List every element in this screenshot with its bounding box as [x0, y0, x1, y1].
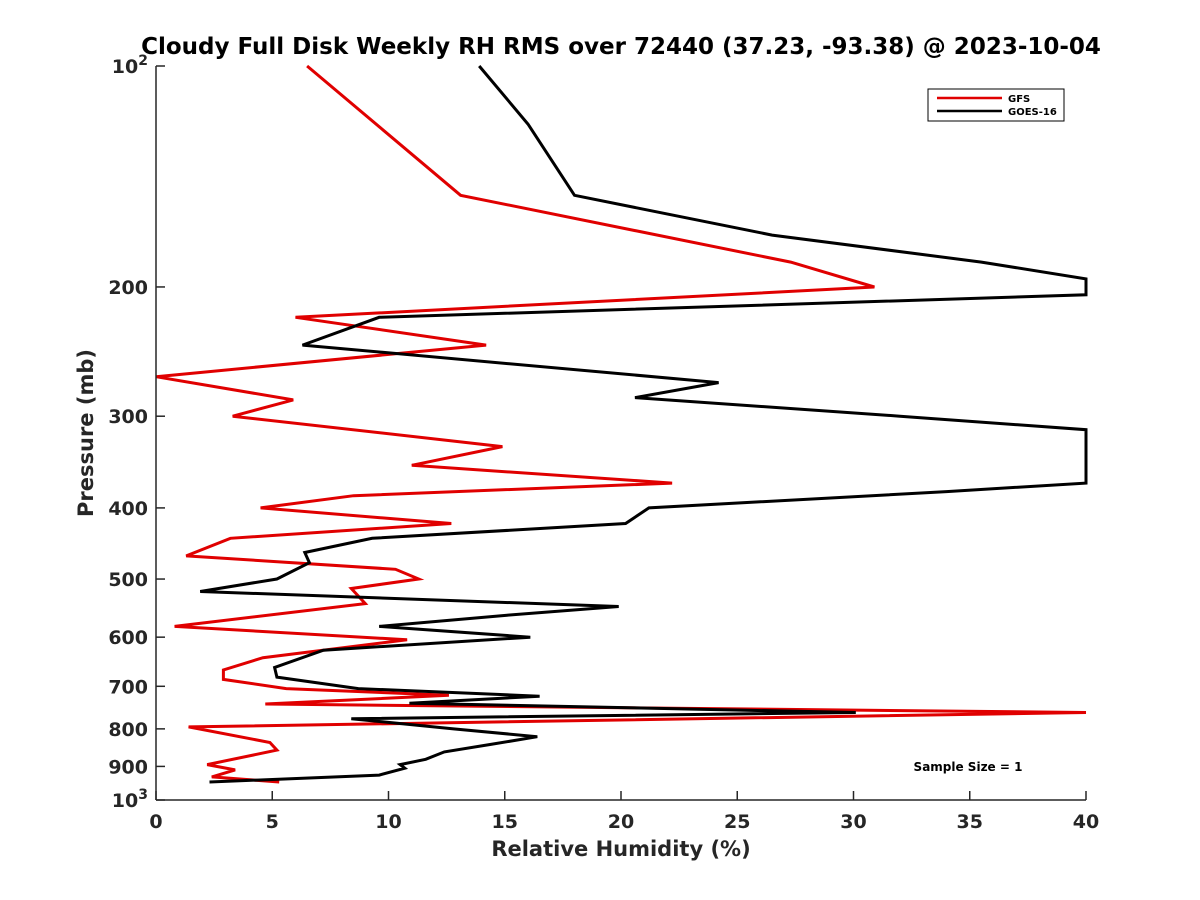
legend-label: GFS [1008, 94, 1030, 105]
x-tick-label: 20 [608, 811, 634, 833]
x-tick-label: 0 [149, 811, 162, 833]
x-axis-label: Relative Humidity (%) [491, 837, 750, 861]
x-tick-label: 40 [1073, 811, 1099, 833]
y-tick-label: 102 [112, 53, 148, 78]
y-tick-label: 700 [108, 676, 148, 698]
sample-size-annotation: Sample Size = 1 [914, 760, 1023, 774]
y-tick-label: 400 [108, 498, 148, 520]
x-tick-label: 5 [266, 811, 279, 833]
x-tick-label: 30 [840, 811, 866, 833]
y-tick-label: 900 [108, 756, 148, 778]
y-axis-label: Pressure (mb) [74, 349, 98, 517]
legend: GFS GOES-16 [927, 88, 1065, 122]
y-axis: 102 200 300 400 500 600 700 800 900 103 [108, 53, 165, 812]
y-tick-label: 800 [108, 719, 148, 741]
y-tick-label: 103 [112, 787, 148, 812]
x-tick-label: 25 [724, 811, 750, 833]
y-tick-label: 200 [108, 277, 148, 299]
x-tick-label: 35 [957, 811, 983, 833]
chart-title: Cloudy Full Disk Weekly RH RMS over 7244… [141, 34, 1101, 60]
legend-label: GOES-16 [1008, 107, 1057, 118]
y-tick-label: 300 [108, 406, 148, 428]
x-axis: 0 5 10 15 20 25 30 35 40 [149, 791, 1099, 833]
x-tick-label: 15 [492, 811, 518, 833]
y-tick-label: 600 [108, 627, 148, 649]
legend-box [927, 88, 1065, 122]
x-tick-label: 10 [375, 811, 401, 833]
series-line-goes-16 [199, 65, 1088, 784]
y-tick-label: 500 [108, 569, 148, 591]
